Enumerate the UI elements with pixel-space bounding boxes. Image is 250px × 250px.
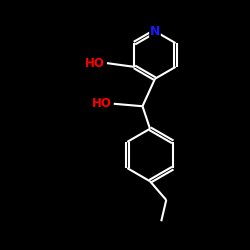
Text: HO: HO	[92, 97, 111, 110]
Text: HO: HO	[84, 57, 104, 70]
Text: N: N	[150, 25, 160, 38]
